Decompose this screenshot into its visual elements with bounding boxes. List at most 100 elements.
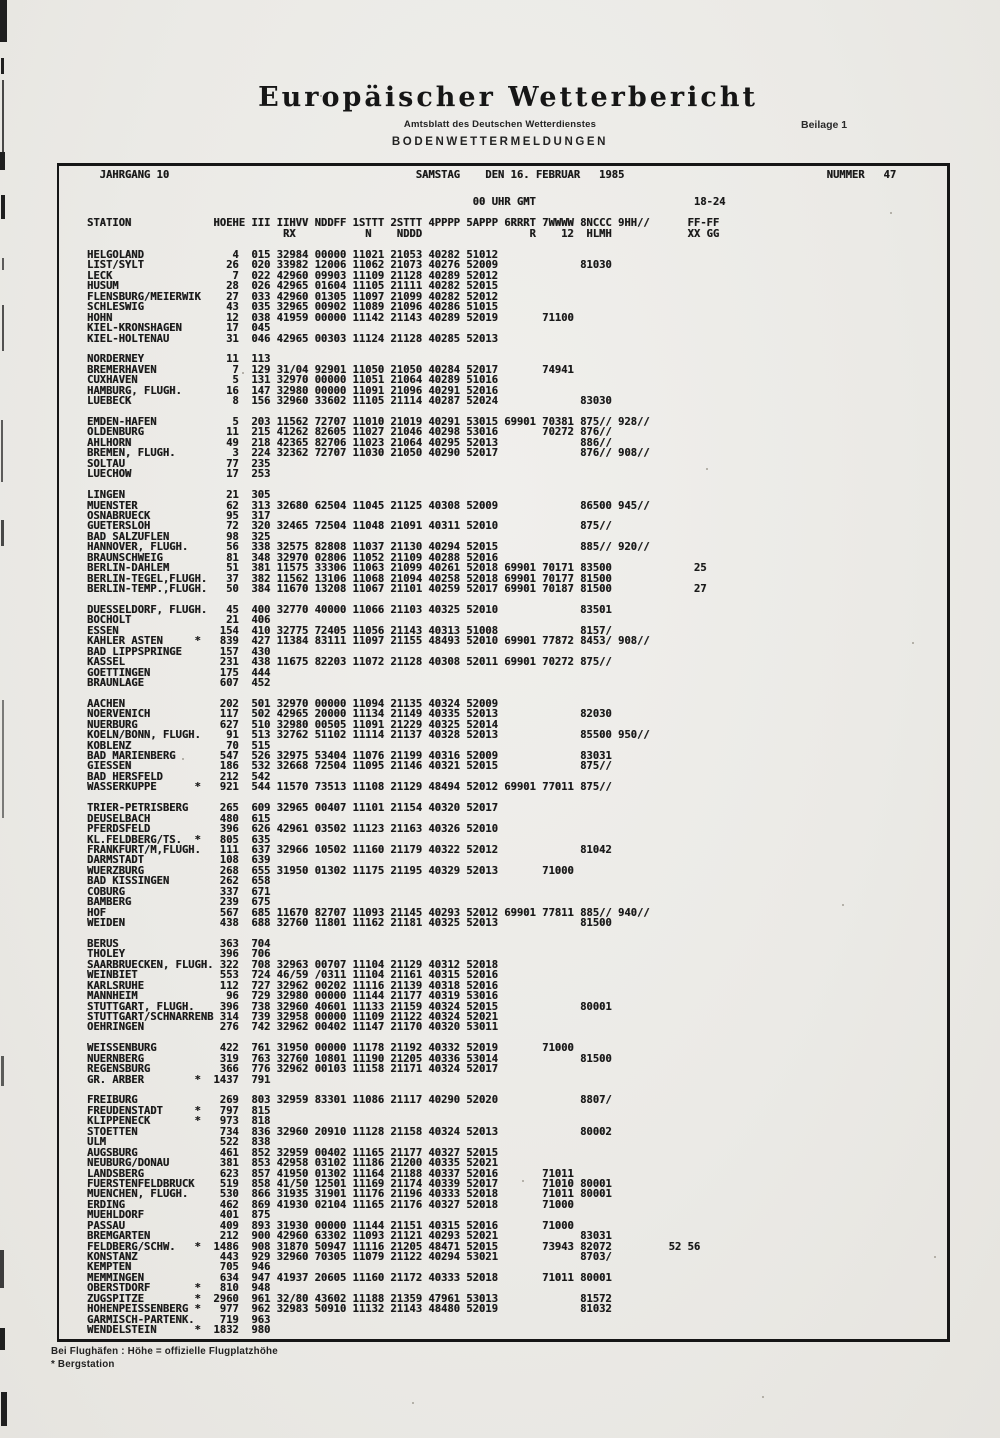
station-row: BAMBERG 239 675 <box>87 896 271 909</box>
masthead-line: JAHRGANG 10 SAMSTAG DEN 16. FEBRUAR 1985… <box>87 169 897 181</box>
station-row: BAD HERSFELD 212 542 <box>87 770 271 783</box>
subtitle-row: Amtsblatt des Deutschen Wetterdienstes B… <box>0 119 1000 133</box>
station-row: GUETERSLOH 72 320 32465 72504 11048 2109… <box>87 520 612 533</box>
station-row: OLDENBURG 11 215 41262 82605 11027 21046… <box>87 426 612 439</box>
station-row: WEINBIET 553 724 46/59 /0311 11104 21161… <box>87 969 498 982</box>
station-row: BRAUNSCHWEIG 81 348 32970 02806 11052 21… <box>87 551 498 564</box>
station-row: LANDSBERG 623 857 41950 01302 11164 2118… <box>87 1167 574 1180</box>
station-row: LIST/SYLT 26 020 33982 12006 11062 21073… <box>87 259 612 272</box>
station-row: BERLIN-TEMP.,FLUGH. 50 384 11670 13208 1… <box>87 583 707 595</box>
station-row: KONSTANZ 443 929 32960 70305 11079 21122… <box>87 1251 612 1263</box>
station-block: LINGEN 21 305 MUENSTER 62 313 32680 62504… <box>87 489 707 595</box>
station-row: WEISSENBURG 422 761 31950 00000 11178 21… <box>87 1042 574 1055</box>
station-row: LUECHOW 17 253 <box>87 468 271 481</box>
footnote-flugplatzhoehe: Bei Flughäfen : Höhe = offizielle Flugpl… <box>51 1346 278 1357</box>
station-row: LINGEN 21 305 <box>87 489 271 502</box>
scan-gutter-mark <box>1 1056 4 1086</box>
station-row: ERDING 462 869 41930 02104 11165 21176 4… <box>87 1198 574 1211</box>
station-row: BREMGARTEN 212 900 42960 63302 11093 211… <box>87 1230 612 1243</box>
scan-gutter-mark <box>0 1328 5 1350</box>
station-row: BAD KISSINGEN 262 658 <box>87 875 271 888</box>
observation-time-line: 00 UHR GMT 18-24 <box>87 196 726 208</box>
station-row: BERLIN-DAHLEM 51 381 11575 33306 11063 2… <box>87 562 707 575</box>
station-row: KEMPTEN 705 946 <box>87 1261 271 1274</box>
station-row: BREMERHAVEN 7 129 31/04 92901 11050 2105… <box>87 363 574 376</box>
station-row: HOHENPEISSENBERG * 977 962 32983 50910 1… <box>87 1303 612 1316</box>
station-row: HAMBURG, FLUGH. 16 147 32980 00000 11091… <box>87 384 498 397</box>
scan-gutter-mark <box>1 58 4 74</box>
station-row: STOETTEN 734 836 32960 20910 11128 21158… <box>87 1125 612 1138</box>
footnote-bergstation: * Bergstation <box>51 1358 115 1370</box>
station-row: NUERNBERG 319 763 32760 10801 11190 2120… <box>87 1052 612 1065</box>
scan-gutter-mark <box>0 0 7 42</box>
station-row: FLENSBURG/MEIERWIK 27 033 42960 01305 11… <box>87 290 498 303</box>
station-row: NORDERNEY 11 113 <box>87 353 271 366</box>
station-row: SCHLESWIG 43 035 32965 00902 11089 21096… <box>87 301 498 314</box>
station-row: FELDBERG/SCHW. * 1486 908 31870 50947 11… <box>87 1240 701 1253</box>
station-row: GR. ARBER * 1437 791 <box>87 1073 271 1086</box>
scan-speck <box>934 1256 936 1258</box>
station-row: MUENCHEN, FLUGH. 530 866 31935 31901 111… <box>87 1188 612 1201</box>
station-block: FREIBURG 269 803 32959 83301 11086 21117… <box>87 1095 707 1337</box>
station-block: EMDEN-HAFEN 5 203 11562 72707 11010 2101… <box>87 417 707 480</box>
scan-gutter-mark <box>2 258 4 270</box>
station-row: HELGOLAND 4 015 32984 00000 11021 21053 … <box>87 249 498 261</box>
station-row: FREUDENSTADT * 797 815 <box>87 1104 271 1117</box>
station-row: OSNABRUECK 95 317 <box>87 509 271 522</box>
scan-gutter-mark <box>1 520 4 546</box>
station-row: OEHRINGEN 276 742 32962 00402 11147 2117… <box>87 1021 498 1034</box>
station-row: OBERSTDORF * 810 948 <box>87 1282 271 1295</box>
scan-speck <box>912 642 914 644</box>
station-row: CUXHAVEN 5 131 32970 00000 11051 21064 4… <box>87 374 498 387</box>
column-headers: STATION HOEHE III IIHVV NDDFF 1STTT 2STT… <box>87 218 719 240</box>
subtitle: Amtsblatt des Deutschen Wetterdienstes <box>403 119 597 130</box>
station-row: KASSEL 231 438 11675 82203 11072 21128 4… <box>87 656 612 669</box>
station-row: DARMSTADT 108 639 <box>87 854 271 867</box>
station-row: GOETTINGEN 175 444 <box>87 666 271 679</box>
station-row: HOF 567 685 11670 82707 11093 21145 4029… <box>87 906 650 919</box>
footnotes: Bei Flughäfen : Höhe = offizielle Flugpl… <box>51 1346 278 1371</box>
station-row: FUERSTENFELDBRUCK 519 858 41/50 12501 11… <box>87 1177 612 1190</box>
station-row: BAD SALZUFLEN 98 325 <box>87 530 271 543</box>
station-row: LECK 7 022 42960 09903 11109 21128 40289… <box>87 269 498 282</box>
column-header-line: RX N NDDD R 12 HLMH XX GG <box>87 228 720 241</box>
station-row: THOLEY 396 706 <box>87 948 271 961</box>
station-row: AACHEN 202 501 32970 00000 11094 21135 4… <box>87 697 498 710</box>
station-row: KAHLER ASTEN * 839 427 11384 83111 11097… <box>87 635 650 648</box>
station-row: PFERDSFELD 396 626 42961 03502 11123 211… <box>87 823 498 836</box>
scan-speck <box>842 904 844 906</box>
scan-speck <box>890 212 892 214</box>
station-block: BERUS 363 704 THOLEY 396 706 SAARBRUECKEN,… <box>87 937 707 1034</box>
station-row: AUGSBURG 461 852 32959 00402 11165 21177… <box>87 1146 498 1159</box>
station-block: DUESSELDORF, FLUGH. 45 400 32770 40000 1… <box>87 604 707 688</box>
station-row: HUSUM 28 026 42965 01604 11105 21111 402… <box>87 280 498 293</box>
scan-gutter-mark <box>2 700 4 818</box>
station-row: SOLTAU 77 235 <box>87 457 271 470</box>
scan-speck <box>300 1062 302 1064</box>
station-data: HELGOLAND 4 015 32984 00000 11021 21053 … <box>87 250 707 1336</box>
station-row: SAARBRUECKEN, FLUGH. 322 708 32963 00707… <box>87 958 498 971</box>
station-row: ZUGSPITZE * 2960 961 32/80 43602 11188 2… <box>87 1292 612 1305</box>
scan-gutter-mark <box>2 305 4 351</box>
scan-speck <box>762 1396 764 1398</box>
supplement-label: Beilage 1 <box>801 119 848 131</box>
station-block: NORDERNEY 11 113 BREMERHAVEN 7 129 31/04 … <box>87 353 707 408</box>
scan-gutter-mark <box>1 420 3 482</box>
station-row: KLIPPENECK * 973 818 <box>87 1115 271 1128</box>
station-row: BOCHOLT 21 406 <box>87 614 271 627</box>
station-row: WENDELSTEIN * 1832 980 <box>87 1324 271 1337</box>
page-title: Europäischer Wetterbericht <box>258 82 758 113</box>
station-row: LUEBECK 8 156 32960 33602 11105 21114 40… <box>87 395 612 408</box>
scan-gutter-mark <box>1 195 5 219</box>
station-row: BERUS 363 704 <box>87 937 271 950</box>
scan-gutter-mark <box>0 1250 4 1288</box>
station-row: KL.FELDBERG/TS. * 805 635 <box>87 833 271 846</box>
scan-speck <box>320 95 322 97</box>
station-block: WEISSENBURG 422 761 31950 00000 11178 21… <box>87 1043 707 1085</box>
station-row: STUTTGART, FLUGH. 396 738 32960 40601 11… <box>87 1000 612 1013</box>
station-row: GARMISCH-PARTENK. 719 963 <box>87 1313 271 1326</box>
station-row: WEIDEN 438 688 32760 11801 11162 21181 4… <box>87 917 612 929</box>
scan-speck <box>522 1180 524 1182</box>
station-row: BAD MARIENBERG 547 526 32975 53404 11076… <box>87 750 612 762</box>
station-row: GIESSEN 186 532 32668 72504 11095 21146 … <box>87 760 612 773</box>
